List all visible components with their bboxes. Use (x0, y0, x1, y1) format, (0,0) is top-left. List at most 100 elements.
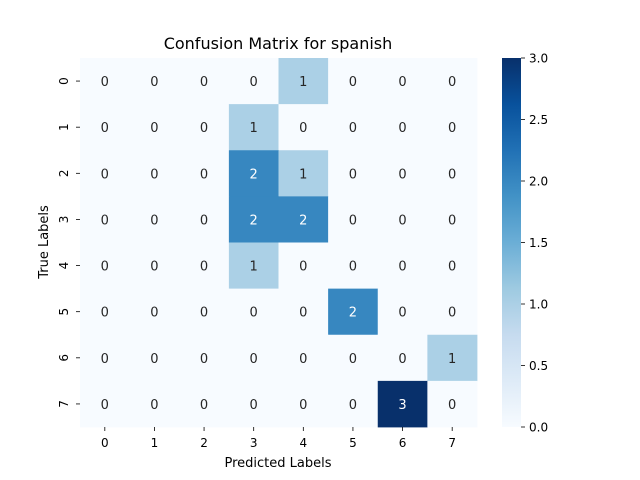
cell-value-label: 0 (150, 352, 158, 367)
y-axis-label: True Labels (37, 205, 52, 280)
cell-value-label: 0 (299, 352, 307, 367)
cell-value-label: 0 (398, 75, 406, 90)
cell-value-label: 0 (299, 121, 307, 136)
cell-value-label: 0 (398, 260, 406, 275)
cell-value-label: 0 (101, 260, 109, 275)
y-tick-label: 1 (57, 123, 71, 131)
heatmap-cell (328, 196, 379, 243)
cell-value-label: 0 (349, 167, 357, 182)
cell-value-label: 0 (448, 213, 456, 228)
heatmap-cell (278, 104, 329, 151)
heatmap-cell (377, 288, 428, 336)
heatmap-cell (80, 288, 131, 336)
heatmap-cell (427, 196, 478, 243)
heatmap-cell (228, 380, 279, 428)
cell-value-label: 2 (349, 306, 357, 321)
cell-value-label: 0 (349, 121, 357, 136)
cell-value-label: 0 (200, 75, 208, 90)
cell-value-label: 0 (101, 167, 109, 182)
cell-value-label: 1 (448, 352, 456, 367)
heatmap-cell (328, 242, 379, 290)
heatmap-cell (278, 58, 329, 105)
cell-value-label: 0 (349, 260, 357, 275)
heatmap-cell (179, 380, 230, 428)
heatmap-cell (427, 334, 478, 382)
heatmap-cell (80, 242, 131, 290)
cell-value-label: 2 (250, 167, 258, 182)
heatmap-cell (80, 150, 131, 197)
colorbar-tick-label: 1.5 (529, 236, 548, 250)
heatmap-cell (228, 334, 279, 382)
heatmap-cell (427, 58, 478, 105)
cell-value-label: 2 (250, 213, 258, 228)
y-tick-label: 0 (57, 77, 71, 85)
cell-value-label: 1 (250, 121, 258, 136)
heatmap-cell (377, 58, 428, 105)
cell-value-label: 0 (200, 306, 208, 321)
heatmap-cell (129, 104, 180, 151)
cell-value-label: 0 (200, 352, 208, 367)
cell-value-label: 0 (349, 213, 357, 228)
cell-value-label: 0 (101, 121, 109, 136)
heatmap-cell (179, 150, 230, 197)
heatmap-cell (328, 58, 379, 105)
y-axis-ticks: 0 1 2 3 4 5 6 7 (57, 77, 80, 408)
cell-value-label: 3 (398, 398, 406, 413)
heatmap-cell (377, 104, 428, 151)
x-tick-label: 7 (448, 436, 456, 450)
heatmap-cell (80, 380, 131, 428)
cell-value-label: 0 (349, 75, 357, 90)
heatmap-cell (179, 104, 230, 151)
heatmap-cell (179, 196, 230, 243)
heatmap-cell (80, 196, 131, 243)
heatmap-cell (129, 334, 180, 382)
colorbar-tick-label: 0.5 (529, 359, 548, 373)
heatmap-cell (179, 242, 230, 290)
colorbar-tick-label: 3.0 (529, 52, 548, 66)
cell-value-label: 0 (448, 398, 456, 413)
heatmap-cell (377, 334, 428, 382)
heatmap-cell (278, 380, 329, 428)
heatmap-cell (179, 288, 230, 336)
cell-value-label: 0 (398, 306, 406, 321)
cell-value-label: 2 (299, 213, 307, 228)
colorbar-tick-label: 1.0 (529, 298, 548, 312)
cell-value-label: 0 (101, 398, 109, 413)
cell-value-label: 0 (150, 213, 158, 228)
y-tick-label: 3 (57, 216, 71, 224)
x-tick-label: 0 (101, 436, 109, 450)
cell-value-label: 0 (101, 306, 109, 321)
heatmap-cell (328, 380, 379, 428)
cell-value-label: 0 (150, 306, 158, 321)
heatmap-cell (179, 58, 230, 105)
heatmap-cell (129, 380, 180, 428)
chart-title: Confusion Matrix for spanish (164, 34, 393, 53)
heatmap-cell (427, 380, 478, 428)
cell-value-label: 0 (150, 398, 158, 413)
cell-value-label: 0 (150, 75, 158, 90)
heatmap-cell (328, 150, 379, 197)
y-tick-label: 4 (57, 262, 71, 270)
x-tick-label: 2 (200, 436, 208, 450)
cell-value-label: 0 (398, 352, 406, 367)
cell-value-label: 0 (150, 167, 158, 182)
cell-value-label: 1 (250, 260, 258, 275)
heatmap-cell (80, 334, 131, 382)
cell-value-label: 0 (150, 121, 158, 136)
cell-value-label: 0 (200, 398, 208, 413)
heatmap-cell (377, 150, 428, 197)
heatmap-cell (278, 150, 329, 197)
cell-value-label: 1 (299, 75, 307, 90)
colorbar-ticks: 0.0 0.5 1.0 1.5 2.0 2.5 3.0 (521, 52, 548, 435)
x-axis-ticks: 0 1 2 3 4 5 6 7 (101, 427, 456, 450)
cell-value-label: 0 (150, 260, 158, 275)
cell-value-label: 0 (299, 398, 307, 413)
colorbar-gradient (502, 58, 521, 427)
heatmap-cell (278, 288, 329, 336)
heatmap-cell (129, 288, 180, 336)
cell-value-label: 0 (448, 306, 456, 321)
cell-value-label: 1 (299, 167, 307, 182)
heatmap-cell (278, 196, 329, 243)
cell-value-label: 0 (200, 213, 208, 228)
heatmap-cell (427, 150, 478, 197)
